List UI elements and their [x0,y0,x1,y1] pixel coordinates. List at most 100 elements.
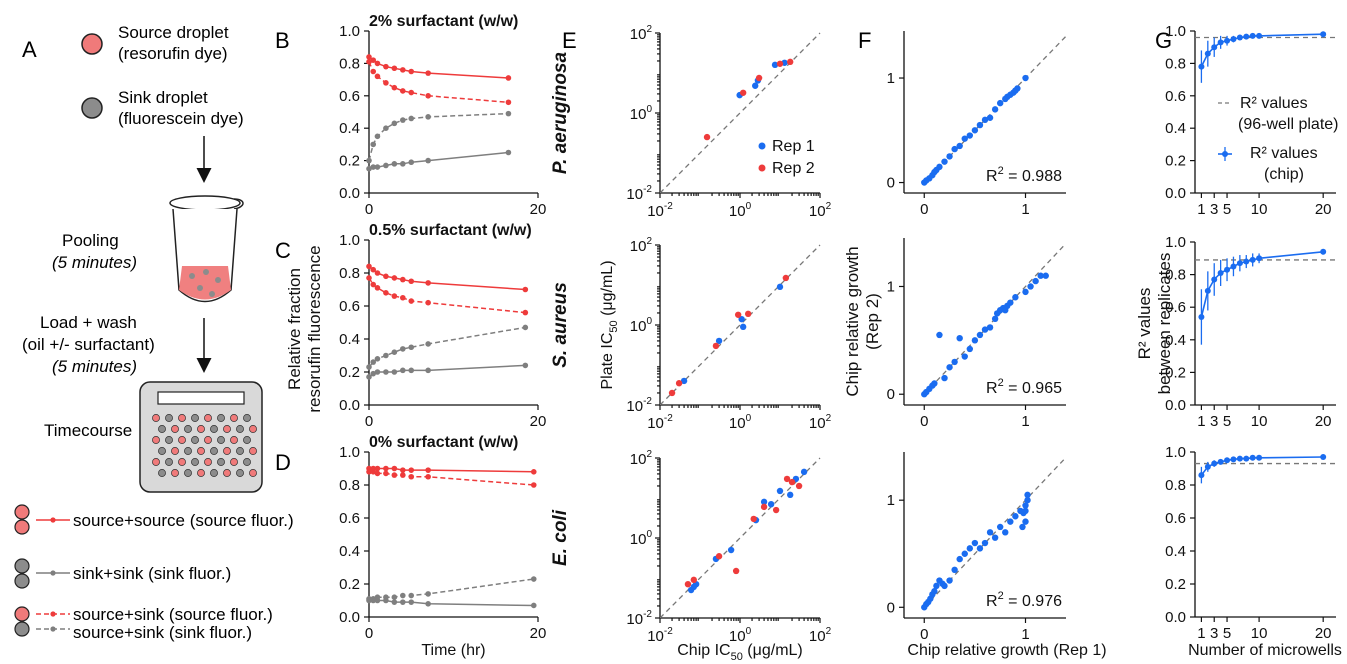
data-point [976,331,984,339]
source-droplet-sublabel: (resorufin dye) [118,44,228,63]
data-point [408,367,415,374]
data-point [1249,454,1256,461]
tick-label: 1.0 [339,444,360,461]
data-point [391,120,398,127]
legend-label: Rep 2 [772,160,815,177]
microwell-dot [184,469,192,477]
organism-label: P. aeruginosa [550,51,571,174]
data-point [425,341,431,347]
data-point [366,374,372,380]
y-axis-label: resorufin fluorescence [305,245,324,412]
data-point [961,353,968,360]
data-point [425,93,431,99]
data-point [739,323,747,331]
data-point [760,503,768,511]
data-point [966,132,974,139]
r-squared-annotation: R2 = 0.976 [986,590,1062,610]
data-point [1230,36,1237,43]
x-axis-label: Number of microwells [1188,642,1342,659]
sink-droplet-label: Sink droplet [118,88,208,107]
microwell-dot [249,447,257,455]
chart-title: 2% surfactant (w/w) [369,13,518,30]
tick-label: 1 [1197,413,1205,430]
panel-e2-chart: 10-210-2 100 100 102 102 S. aureus Plate IC50 … [550,236,832,432]
data-point [383,162,389,169]
data-point [1249,32,1256,39]
tick-label: 10-2 [626,184,652,203]
data-point [530,602,537,609]
data-point [1217,39,1224,46]
tick-label: 3 [1210,413,1218,430]
data-point [383,369,389,375]
data-point [744,310,752,318]
data-point [408,599,415,605]
data-point [767,500,775,508]
data-point [1224,266,1231,273]
data-point [1012,294,1019,301]
data-point [1243,258,1250,265]
data-point [408,68,415,75]
tick-label: 1 [887,492,895,509]
panel-e1-chart: 10-210-2 100 100 102 102 P. aeruginosa Rep 1 Re… [550,24,832,220]
data-point [1012,513,1019,520]
data-point [1211,460,1218,467]
data-point [986,114,994,121]
data-point [391,275,398,281]
y-axis-label: Plate IC50 (μg/mL) [599,260,620,389]
data-point [738,315,745,323]
data-point [400,67,406,73]
data-point [383,470,389,477]
tick-label: 0.2 [339,576,360,593]
data-point [425,467,431,473]
data-point [374,285,381,291]
tick-label: 10 [1251,413,1268,430]
panel-e3-chart: 10-210-2 100 100 102 102 E. coli Chip IC50 (μg… [550,449,832,663]
tick-label: 100 [729,201,752,220]
tick-label: 3 [1210,625,1218,642]
data-point [966,545,974,552]
microwell-dot [230,414,238,422]
data-point [1037,272,1044,279]
data-point [715,337,723,345]
legend-marker [1222,151,1228,157]
identity-line [923,456,1067,608]
tick-label: 0.4 [339,543,360,560]
data-point [734,311,742,318]
y-axis-label: Chip relative growth [843,246,862,396]
tick-label: 0 [920,626,928,643]
data-point [366,157,372,164]
data-point [408,592,415,599]
r-squared-annotation: R2 = 0.965 [986,377,1062,397]
data-point [530,576,537,582]
data-point [1022,74,1029,82]
data-point [522,324,529,331]
microwell-dot [165,458,173,466]
microwell-dot [184,447,192,455]
data-point [370,68,377,75]
data-point [1249,256,1256,263]
legend-item-source-source: source+source (source fluor.) [14,504,294,535]
legend-item-sink-sink: sink+sink (sink fluor.) [14,558,231,589]
microwell-dot [230,436,238,444]
microwell-dot [152,436,160,444]
data-point [1024,496,1031,504]
data-point [505,149,512,156]
data-point [1014,85,1021,92]
data-point [383,290,389,296]
data-point [1256,255,1263,262]
data-point [374,470,381,477]
data-point [374,270,381,276]
microwell-dot [191,436,199,444]
tick-label: 0.8 [339,55,360,72]
data-point [400,161,406,167]
data-point [1230,456,1237,463]
data-point [1002,529,1009,536]
data-point [391,293,398,299]
tick-label: 1 [1021,201,1029,218]
panel-d-chart: 0.0 0.2 0.4 0.6 0.8 1.0 0 20 0% surfactant (w/w)… [339,434,546,659]
data-point [400,592,406,599]
data-point [951,566,958,574]
tick-label: 0.2 [339,364,360,381]
data-point [425,601,431,607]
